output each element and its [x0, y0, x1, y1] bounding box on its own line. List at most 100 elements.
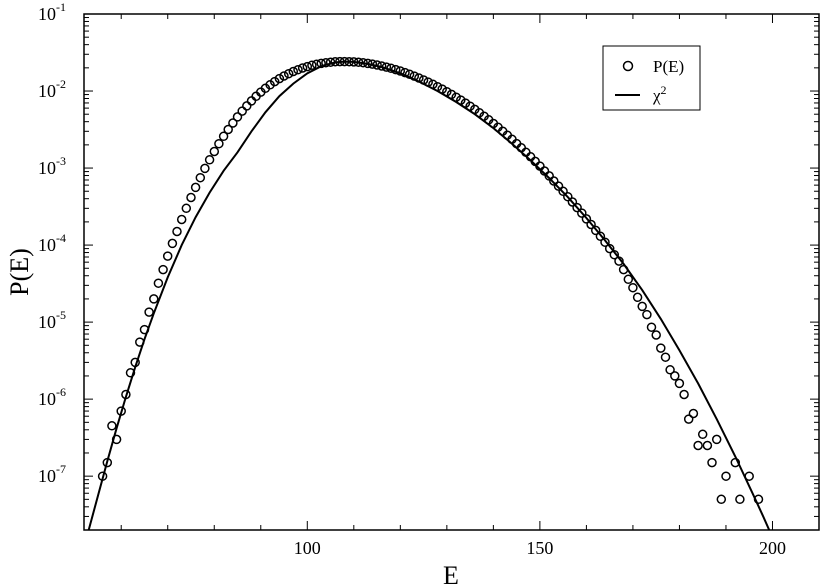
data-point: [325, 57, 336, 67]
y-tick-label: 10-4: [38, 231, 66, 255]
data-point: [735, 494, 745, 505]
data-point: [721, 471, 731, 481]
data-point: [423, 77, 433, 87]
data-point: [395, 66, 406, 76]
y-tick-label-exp: -6: [56, 385, 66, 399]
y-tick-label-base: 10: [38, 312, 56, 332]
data-point: [418, 75, 429, 85]
data-point: [214, 138, 224, 149]
data-point: [376, 61, 387, 71]
data-point: [670, 371, 680, 381]
data-point: [297, 63, 308, 73]
legend-label-chi2: χ2: [652, 83, 667, 105]
data-point: [381, 62, 392, 72]
data-point: [442, 86, 452, 97]
data-point: [660, 352, 671, 362]
data-point: [697, 429, 708, 440]
data-point: [623, 274, 634, 285]
x-tick-label: 150: [526, 538, 553, 558]
data-point: [293, 64, 303, 75]
data-point: [162, 251, 173, 261]
data-point: [432, 81, 443, 92]
data-point: [363, 58, 373, 69]
series-line-chi2: [87, 60, 771, 530]
x-tick-label: 200: [759, 538, 786, 558]
data-point: [367, 59, 378, 69]
data-point: [144, 307, 154, 317]
y-tick-label-base: 10: [38, 466, 56, 486]
y-tick-label-exp: -5: [56, 308, 66, 322]
axis-ticks: [84, 13, 820, 531]
data-point: [125, 368, 136, 378]
data-point: [446, 89, 457, 100]
data-point: [400, 67, 410, 78]
data-point: [428, 79, 438, 90]
data-point: [283, 68, 294, 79]
y-tick-label: 10-5: [38, 308, 66, 332]
y-tick-label: 10-1: [38, 0, 66, 24]
data-point: [316, 58, 326, 69]
data-point: [237, 106, 247, 116]
y-tick-label: 10-3: [38, 154, 66, 178]
data-point: [744, 471, 754, 481]
data-point: [567, 197, 578, 207]
data-point: [302, 61, 313, 72]
y-tick-label: 10-7: [38, 462, 66, 486]
data-point: [139, 324, 150, 335]
data-point: [414, 73, 424, 83]
data-point: [176, 214, 187, 225]
data-point: [97, 471, 108, 481]
series-markers-pe: [97, 56, 764, 505]
data-point: [753, 494, 764, 505]
data-point: [358, 57, 368, 68]
data-point: [549, 176, 559, 186]
data-point: [186, 192, 196, 203]
data-point: [116, 406, 126, 416]
y-tick-label-exp: -7: [56, 462, 66, 476]
data-point: [386, 63, 396, 74]
data-point: [702, 440, 713, 451]
data-point: [632, 292, 643, 303]
data-point: [279, 71, 289, 81]
data-point: [167, 238, 178, 249]
data-point: [437, 84, 447, 94]
data-point: [674, 378, 685, 389]
data-point: [130, 357, 140, 368]
data-point: [683, 414, 694, 424]
data-point: [609, 249, 620, 260]
data-point: [353, 57, 364, 67]
data-point: [595, 231, 606, 242]
data-point: [204, 155, 215, 165]
data-point: [553, 181, 564, 191]
data-point: [614, 256, 624, 266]
y-tick-label-exp: -2: [56, 77, 66, 91]
data-point: [349, 57, 359, 67]
y-tick-label-exp: -3: [56, 154, 66, 168]
data-point: [111, 434, 122, 445]
data-point: [269, 76, 280, 87]
data-point: [321, 57, 331, 68]
data-point: [339, 56, 350, 67]
data-point: [372, 60, 382, 70]
data-point: [558, 186, 568, 197]
y-tick-label: 10-6: [38, 385, 66, 409]
y-axis-title: P(E): [5, 248, 34, 296]
data-point: [344, 56, 354, 67]
data-point: [153, 278, 164, 288]
data-point: [218, 131, 229, 142]
data-point: [107, 421, 117, 431]
data-point: [404, 69, 415, 80]
data-point: [209, 146, 220, 157]
legend-label-pe: P(E): [653, 57, 684, 76]
data-point: [149, 294, 159, 304]
data-point: [335, 56, 345, 67]
data-point: [311, 59, 322, 70]
data-point: [628, 282, 638, 293]
data-point: [190, 182, 201, 193]
data-point: [121, 389, 131, 400]
y-tick-label: 10-2: [38, 77, 66, 101]
data-point: [200, 163, 210, 174]
data-point: [651, 330, 661, 340]
data-point: [158, 264, 168, 275]
